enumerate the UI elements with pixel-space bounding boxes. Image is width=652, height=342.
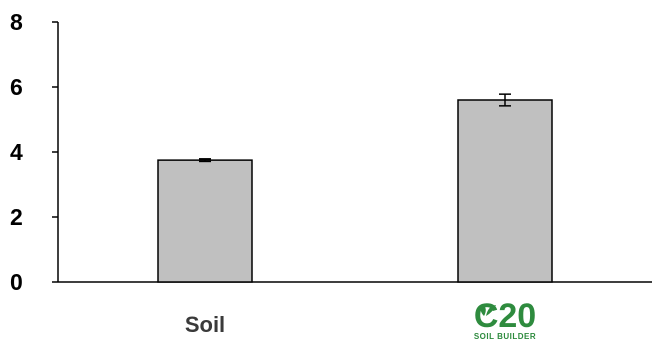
- bars: [157, 93, 553, 283]
- c20-soil-builder-logo: C20 SOIL BUILDER: [474, 297, 536, 341]
- y-axis-ticks: 0 2 4 6 8: [10, 9, 58, 295]
- y-tick-label: 6: [10, 74, 23, 100]
- y-tick-label: 4: [10, 139, 23, 165]
- y-tick-label: 2: [10, 204, 23, 230]
- category-label-soil: Soil: [185, 312, 225, 337]
- y-tick-label: 0: [10, 269, 23, 295]
- bar-soil: [157, 159, 253, 283]
- logo-subtitle: SOIL BUILDER: [474, 332, 536, 341]
- logo-main-text: C20: [474, 297, 536, 335]
- bar-c20: [457, 99, 553, 283]
- leaf-icon: [480, 304, 496, 316]
- y-tick-label: 8: [10, 9, 23, 35]
